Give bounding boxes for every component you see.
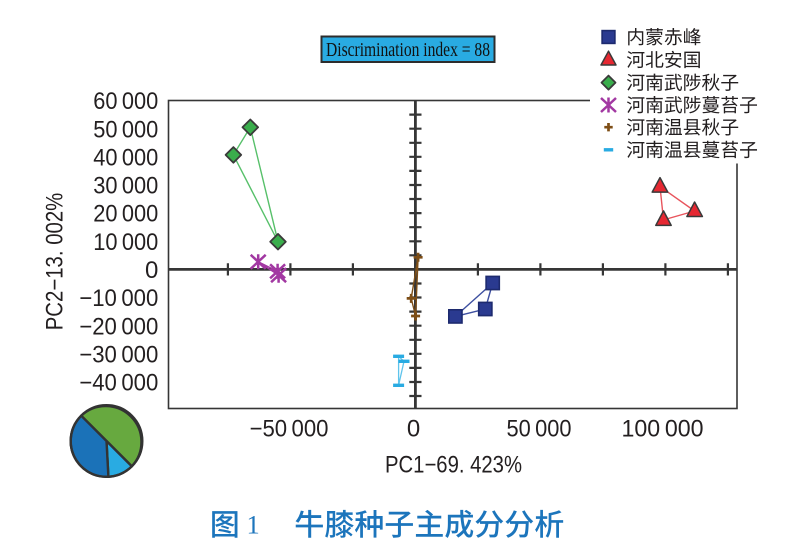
svg-text:0: 0 [145, 257, 158, 284]
svg-text:PC1−69. 423%: PC1−69. 423% [385, 452, 522, 479]
svg-text:0: 0 [407, 415, 420, 442]
svg-text:−40 000: −40 000 [79, 370, 158, 397]
svg-text:30 000: 30 000 [93, 173, 158, 200]
svg-text:40 000: 40 000 [93, 144, 158, 171]
svg-text:−50 000: −50 000 [250, 415, 329, 442]
svg-text:1: 1 [247, 510, 260, 540]
svg-text:20 000: 20 000 [93, 201, 158, 228]
svg-text:60 000: 60 000 [93, 88, 158, 115]
svg-text:−20 000: −20 000 [79, 313, 158, 340]
svg-text:10 000: 10 000 [93, 229, 158, 256]
svg-text:−10 000: −10 000 [79, 285, 158, 312]
svg-text:Discrimination index = 88: Discrimination index = 88 [326, 39, 490, 61]
svg-text:−30 000: −30 000 [79, 341, 158, 368]
svg-text:100 000: 100 000 [622, 415, 704, 442]
svg-text:50 000: 50 000 [507, 415, 572, 442]
svg-text:PC2−13. 002%: PC2−13. 002% [41, 193, 68, 331]
svg-text:50 000: 50 000 [93, 116, 158, 143]
